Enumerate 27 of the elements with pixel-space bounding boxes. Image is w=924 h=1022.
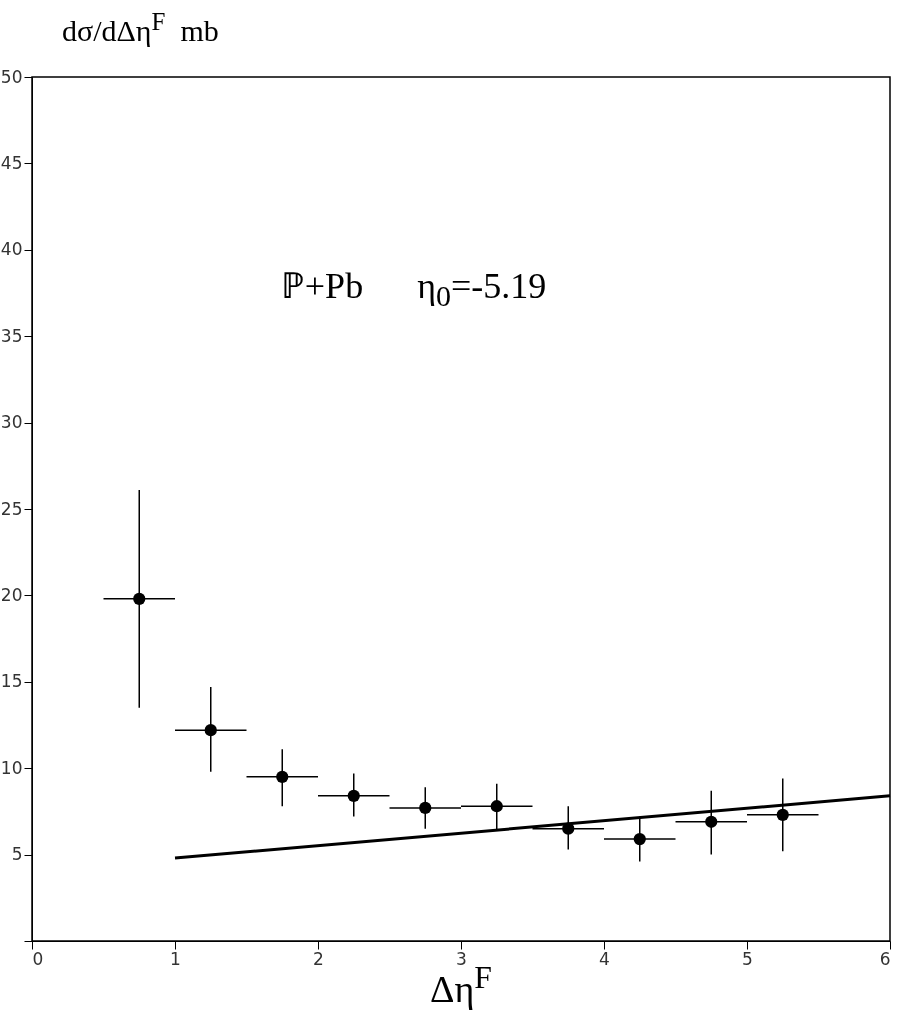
point xyxy=(204,724,217,737)
point xyxy=(276,770,289,783)
y-tick-label: 40 xyxy=(0,239,23,260)
x-tick-label: 5 xyxy=(742,948,753,969)
y-tick-label: 25 xyxy=(0,498,23,519)
point xyxy=(347,789,360,802)
y-tick-label: 10 xyxy=(0,757,23,778)
y-axis-title: dσ/dΔη$^{F}$ mb xyxy=(62,8,219,48)
y-tick-label: 5 xyxy=(11,844,23,865)
annotation: ℙ+Pb η$_{0}$=-5.19 xyxy=(280,264,547,313)
point xyxy=(490,800,503,813)
y-tick-label: 45 xyxy=(0,152,23,173)
x-tick-label: 1 xyxy=(170,948,181,969)
y-tick-label: 15 xyxy=(0,671,23,692)
point xyxy=(776,808,789,821)
y-tick-label: 30 xyxy=(0,412,23,433)
y-tick-label: 35 xyxy=(0,325,23,346)
point xyxy=(419,801,432,815)
y-tick-label: 20 xyxy=(0,584,23,605)
y-tick-label: 50 xyxy=(0,66,23,87)
x-tick-label: 6 xyxy=(879,948,891,969)
x-tick-label: 2 xyxy=(313,948,324,969)
point xyxy=(133,592,146,605)
x-tick-label: 4 xyxy=(599,948,610,969)
point xyxy=(705,815,718,828)
x-tick-label: 0 xyxy=(32,948,44,969)
point xyxy=(633,832,646,846)
